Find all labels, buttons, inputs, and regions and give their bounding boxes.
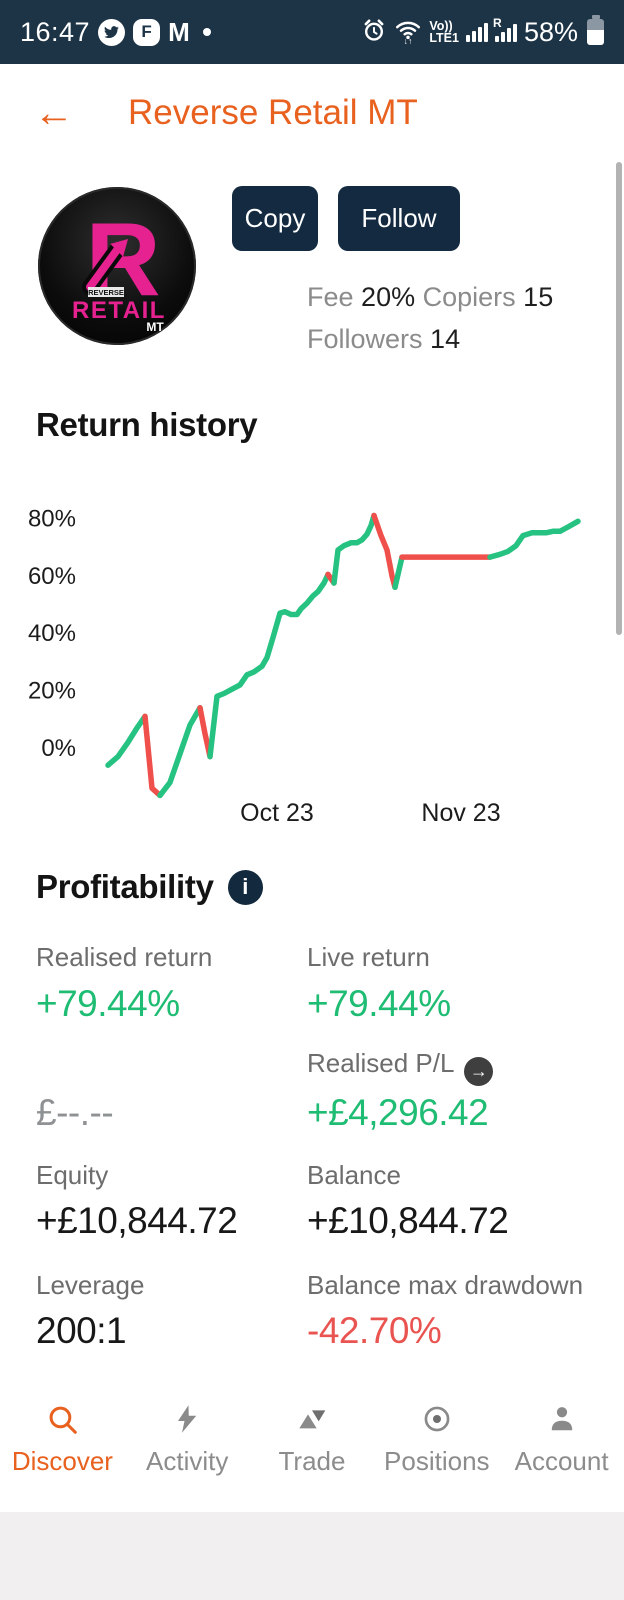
trade-triangles-icon (296, 1400, 328, 1438)
notification-overflow-dot (202, 28, 211, 36)
header: ← Reverse Retail MT (0, 86, 624, 140)
equity-value: +£10,844.72 (36, 1200, 238, 1241)
leverage-value: 200:1 (36, 1310, 127, 1351)
realised-pl-value: +£4,296.42 (307, 1092, 489, 1133)
live-return-label: Live return (307, 942, 430, 972)
back-button[interactable]: ← (34, 91, 74, 135)
battery-percent: 58% (523, 16, 578, 47)
svg-text:↓↑: ↓↑ (404, 35, 413, 43)
fee-value: 20% (361, 282, 416, 312)
svg-text:80%: 80% (28, 505, 76, 532)
page-title: Reverse Retail MT (128, 93, 418, 132)
svg-text:Nov 23: Nov 23 (421, 799, 500, 827)
return-history-chart: 80% 60% 40% 20% 0% Oct 23 Nov 23 (28, 505, 581, 827)
realised-return-label: Realised return (36, 942, 213, 972)
svg-text:60%: 60% (28, 563, 76, 590)
signal-bars-icon (465, 22, 488, 42)
followers-value: 14 (430, 324, 461, 354)
copy-button[interactable]: Copy (232, 186, 318, 251)
status-bar-left: 16:47 F M (20, 17, 211, 48)
android-navigation-bar (0, 1512, 624, 1600)
unrealised-value: £--.-- (36, 1092, 114, 1133)
balance-value: +£10,844.72 (307, 1200, 509, 1241)
f-app-notification-icon: F (133, 18, 161, 46)
svg-text:20%: 20% (28, 678, 76, 705)
profitability-title: Profitability i (36, 868, 263, 906)
alarm-icon (361, 17, 387, 48)
search-icon (46, 1400, 79, 1438)
target-icon (421, 1400, 453, 1438)
twitter-notification-icon (98, 18, 126, 46)
realised-return-value: +79.44% (36, 983, 180, 1024)
volte-indicator: Vo)) LTE1 (429, 19, 459, 45)
return-history-title: Return history (36, 406, 258, 443)
lightning-icon (172, 1400, 202, 1438)
copiers-value: 15 (523, 282, 554, 312)
gmail-notification-icon: M (168, 16, 190, 47)
nav-item-account[interactable]: Account (499, 1388, 624, 1492)
svg-text:R: R (85, 202, 160, 318)
svg-text:Oct 23: Oct 23 (240, 799, 314, 827)
nav-item-positions[interactable]: Positions (374, 1388, 499, 1492)
fee-copiers-line: Fee 20% Copiers 15 (307, 282, 554, 312)
balance-max-drawdown-label: Balance max drawdown (307, 1270, 584, 1300)
bottom-nav: Discover Activity Trade (0, 1388, 624, 1492)
realised-pl-arrow-icon[interactable]: → (464, 1057, 494, 1086)
person-icon (547, 1400, 577, 1438)
equity-label: Equity (36, 1160, 109, 1190)
battery-icon (587, 15, 604, 45)
balance-label: Balance (307, 1160, 401, 1190)
roaming-signal-bars-icon: R (493, 16, 517, 42)
svg-text:REVERSE: REVERSE (88, 288, 124, 297)
follow-button[interactable]: Follow (338, 186, 460, 251)
nav-item-activity[interactable]: Activity (125, 1388, 250, 1492)
info-icon[interactable]: i (227, 869, 263, 905)
status-bar: 16:47 F M ↓↑ (0, 0, 624, 64)
followers-line: Followers 14 (307, 324, 461, 354)
leverage-label: Leverage (36, 1270, 145, 1300)
svg-text:0%: 0% (41, 735, 76, 762)
nav-item-discover[interactable]: Discover (0, 1388, 125, 1492)
svg-text:MT: MT (146, 320, 164, 334)
avatar: R REVERSE RETAIL MT (38, 187, 196, 345)
clock-time: 16:47 (20, 16, 91, 47)
live-return-value: +79.44% (307, 983, 451, 1024)
wifi-icon: ↓↑ (394, 16, 422, 49)
svg-text:RETAIL: RETAIL (72, 297, 166, 324)
scrollbar[interactable] (616, 162, 622, 635)
svg-text:40%: 40% (28, 620, 76, 647)
nav-item-trade[interactable]: Trade (250, 1388, 375, 1492)
status-bar-right: ↓↑ Vo)) LTE1 R 58% (361, 15, 604, 49)
balance-max-drawdown-value: -42.70% (307, 1310, 442, 1351)
realised-pl-label: Realised P/L → (307, 1048, 494, 1086)
